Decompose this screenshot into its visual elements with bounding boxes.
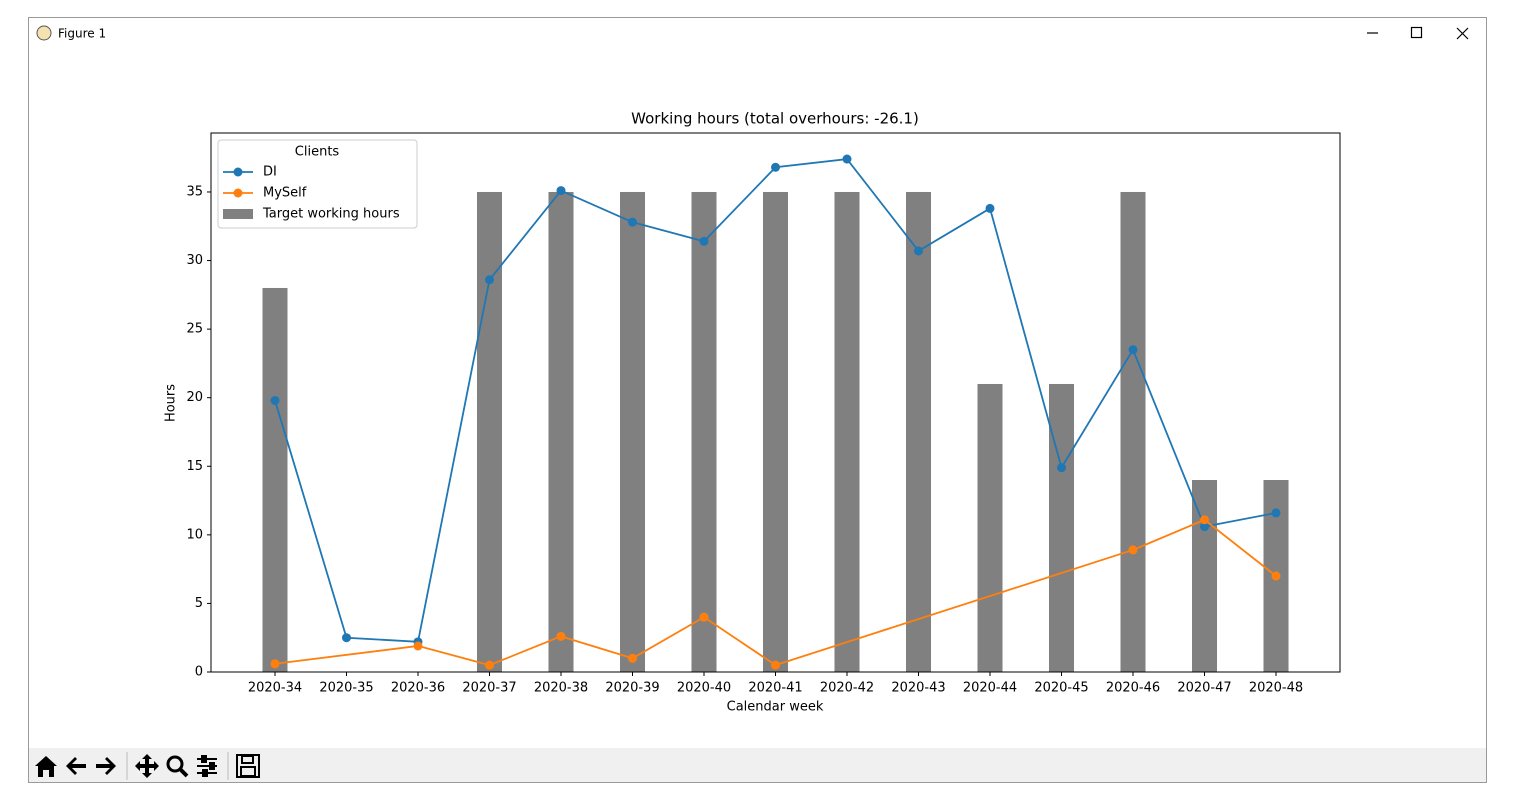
series-marker <box>699 236 709 246</box>
home-button[interactable] <box>35 756 57 777</box>
series-marker <box>1271 571 1281 581</box>
toolbar <box>29 748 1486 782</box>
x-tick-label: 2020-39 <box>605 681 659 696</box>
y-tick-label: 35 <box>186 184 203 199</box>
chart-title: Working hours (total overhours: -26.1) <box>631 110 919 128</box>
bar <box>905 191 932 672</box>
x-tick-label: 2020-48 <box>1249 681 1303 696</box>
series-marker <box>1200 522 1210 532</box>
series-marker <box>627 217 637 227</box>
series-marker <box>842 154 852 164</box>
bar <box>977 383 1003 672</box>
y-axis-label: Hours <box>164 384 179 422</box>
y-tick-label: 5 <box>195 596 203 611</box>
series-marker <box>341 633 351 643</box>
y-tick-label: 25 <box>186 322 203 337</box>
window-title: Figure 1 <box>58 27 106 41</box>
x-tick-label: 2020-37 <box>462 681 516 696</box>
series-marker <box>1057 463 1067 473</box>
legend-label: DI <box>263 165 277 180</box>
bar <box>762 191 789 672</box>
save-button[interactable] <box>236 754 260 778</box>
y-tick-label: 0 <box>195 665 203 680</box>
bar <box>262 287 288 672</box>
series-marker <box>556 186 566 196</box>
bar <box>548 191 574 672</box>
legend-marker <box>233 188 243 198</box>
app-icon <box>36 25 52 41</box>
bar <box>834 191 860 672</box>
legend-marker <box>233 167 243 177</box>
bar <box>476 191 503 672</box>
x-tick-label: 2020-44 <box>963 681 1017 696</box>
legend-label: MySelf <box>263 186 307 201</box>
series-marker <box>270 395 280 405</box>
x-tick-label: 2020-45 <box>1034 681 1088 696</box>
series-marker <box>484 660 494 670</box>
x-tick-label: 2020-46 <box>1106 681 1160 696</box>
x-tick-label: 2020-35 <box>319 681 373 696</box>
pan-button[interactable] <box>135 754 159 778</box>
x-tick-label: 2020-43 <box>891 681 945 696</box>
x-tick-label: 2020-36 <box>391 681 445 696</box>
series-marker <box>771 660 780 670</box>
x-tick-label: 2020-42 <box>820 681 874 696</box>
plot-frame <box>210 132 1341 673</box>
y-tick-label: 20 <box>186 390 203 405</box>
legend-label: Target working hours <box>262 207 400 222</box>
series-marker <box>627 653 637 663</box>
back-button[interactable] <box>66 757 86 775</box>
y-tick-label: 30 <box>186 253 203 268</box>
y-tick-label: 10 <box>186 527 203 542</box>
series-marker <box>1128 345 1138 355</box>
x-tick-label: 2020-34 <box>248 681 302 696</box>
series-marker <box>1128 545 1138 555</box>
x-tick-label: 2020-38 <box>534 681 588 696</box>
series-marker <box>556 631 566 641</box>
series-marker <box>1271 508 1281 518</box>
series-marker <box>771 162 780 172</box>
series-marker <box>699 612 709 622</box>
bar <box>1048 383 1075 672</box>
bar <box>691 191 717 672</box>
maximize-button[interactable] <box>1410 26 1423 39</box>
x-tick-label: 2020-40 <box>677 681 731 696</box>
bar <box>619 191 646 672</box>
legend-box <box>217 139 418 229</box>
configure-button[interactable] <box>197 755 217 777</box>
forward-button[interactable] <box>96 757 116 775</box>
x-axis-label: Calendar week <box>727 700 824 715</box>
series-marker <box>413 641 423 651</box>
x-tick-label: 2020-47 <box>1177 681 1231 696</box>
x-tick-label: 2020-41 <box>748 681 802 696</box>
series-line <box>274 518 1277 667</box>
close-button[interactable] <box>1456 27 1469 40</box>
zoom-button[interactable] <box>166 755 189 778</box>
toolbar-buttons <box>35 754 260 778</box>
legend-swatch <box>223 209 253 219</box>
series-marker <box>985 203 995 213</box>
y-tick-label: 15 <box>186 459 203 474</box>
bar <box>1120 191 1146 672</box>
legend-title: Clients <box>295 145 340 160</box>
series-marker <box>484 275 494 285</box>
series-marker <box>1200 515 1210 525</box>
series-marker <box>914 246 924 256</box>
bar <box>1191 479 1218 672</box>
series-marker <box>270 659 280 669</box>
